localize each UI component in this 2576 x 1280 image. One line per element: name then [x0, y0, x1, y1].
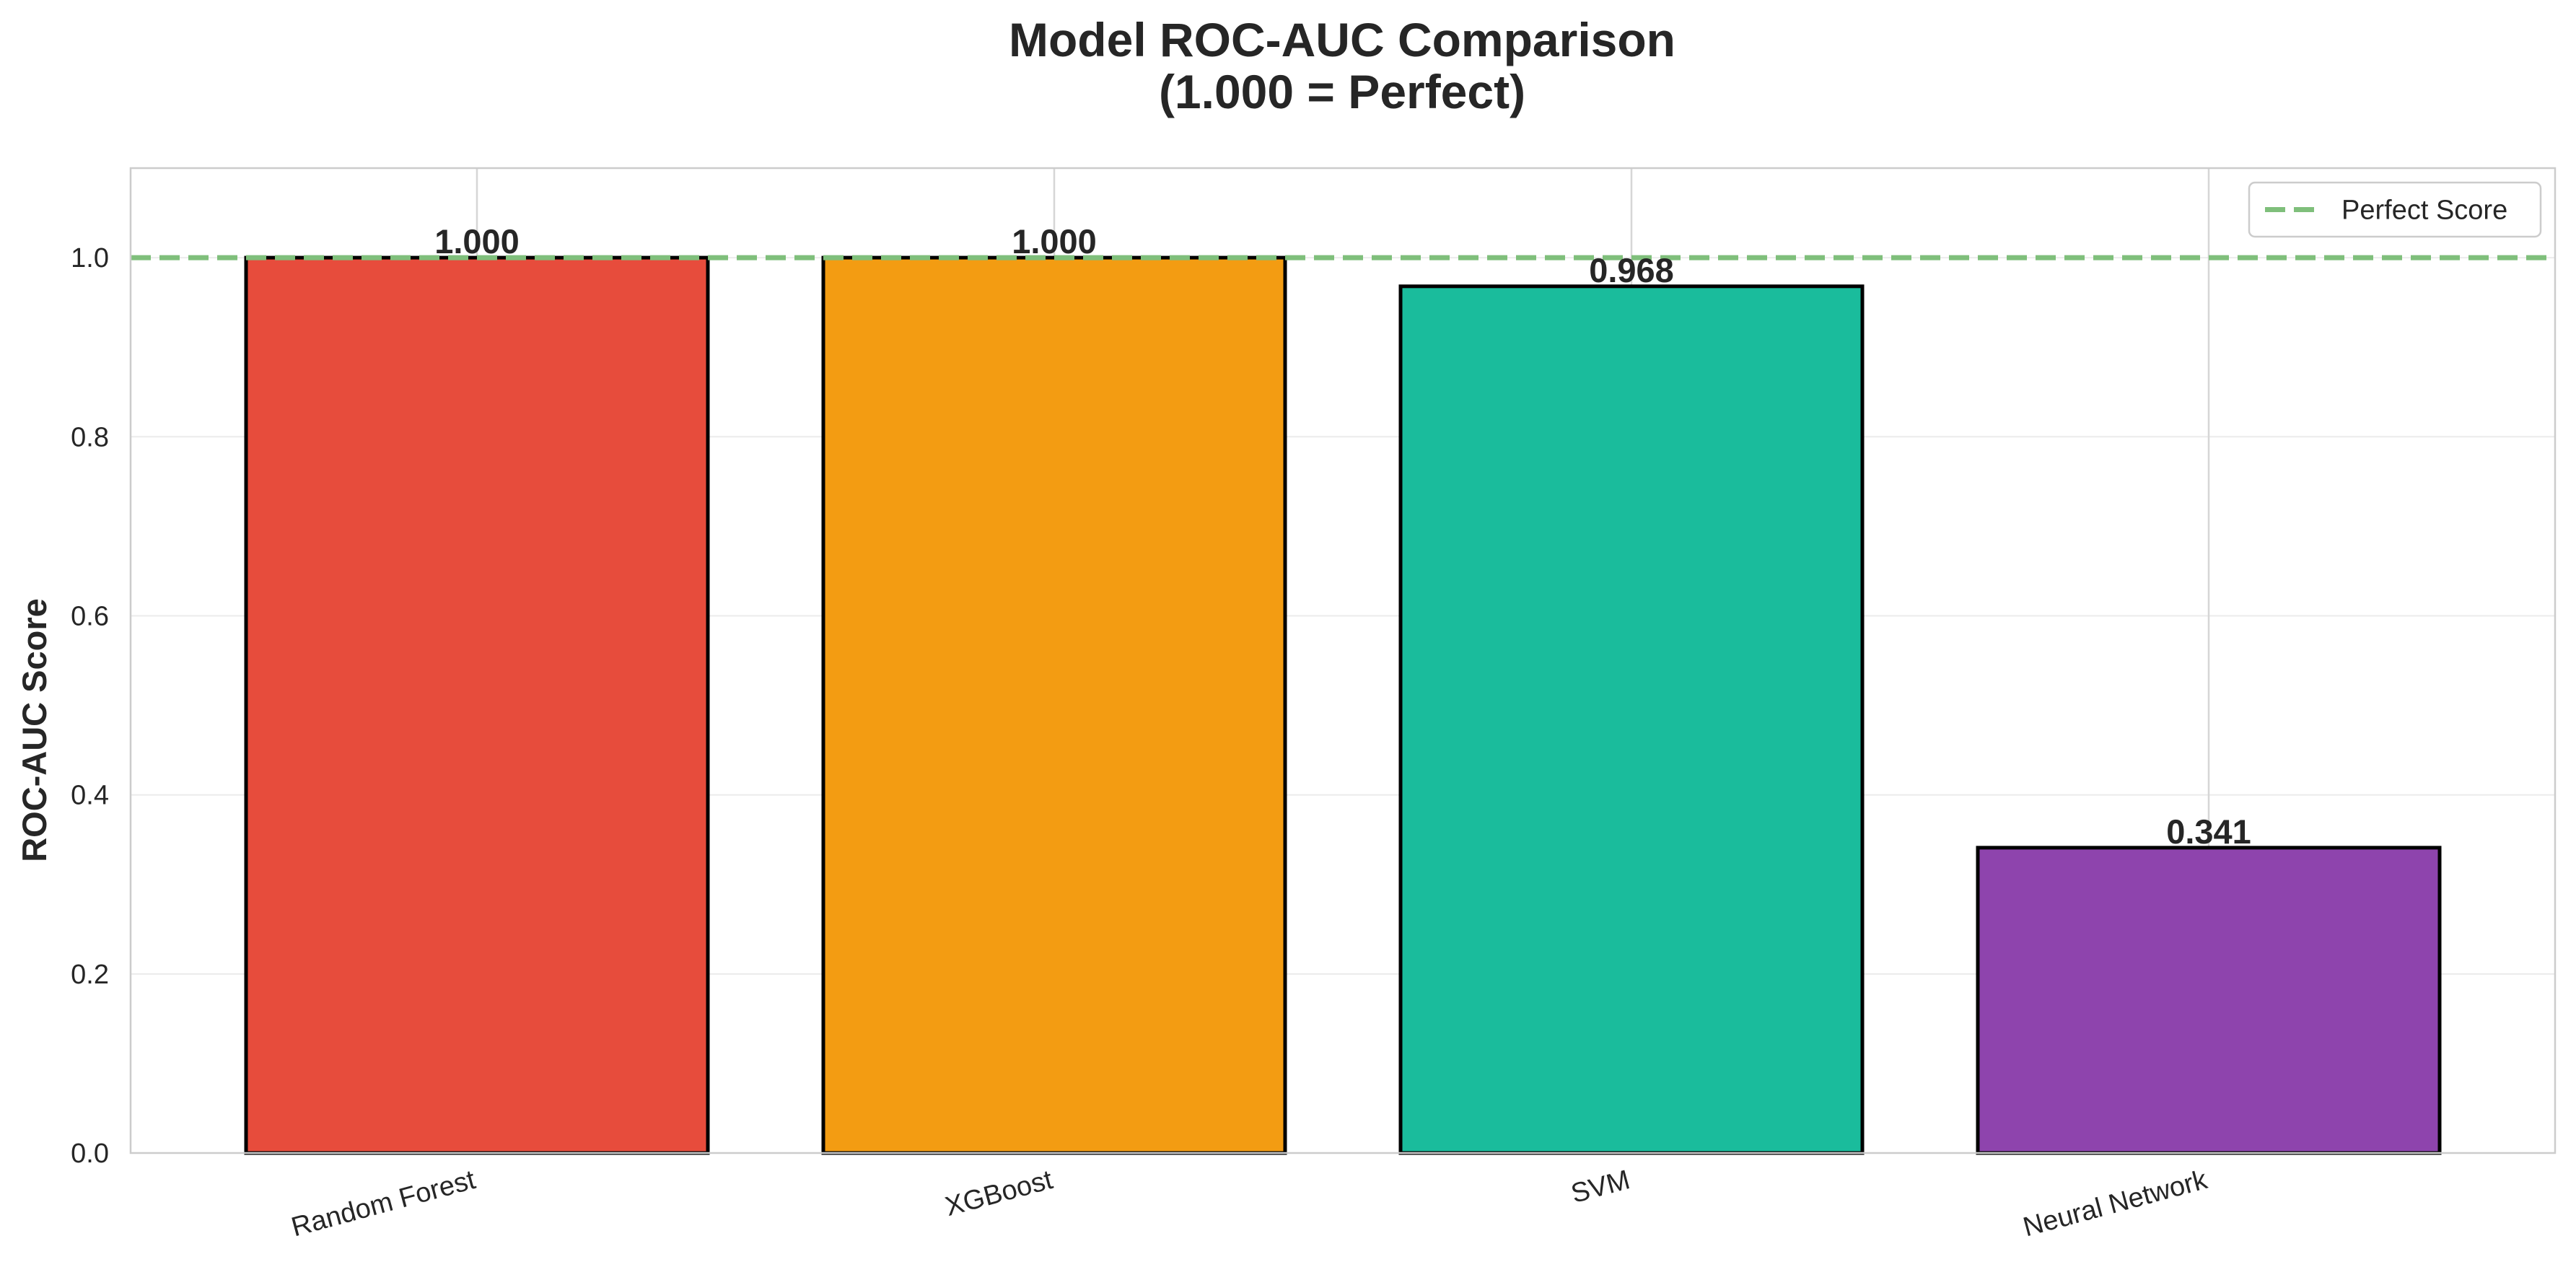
plot-frame — [129, 167, 2557, 1154]
y-tick-label: 0.8 — [71, 422, 109, 452]
y-tick-label: 0.4 — [71, 781, 109, 811]
chart-title-line-2: (1.000 = Perfect) — [1159, 65, 1525, 118]
y-tick-label: 0.2 — [71, 960, 109, 990]
x-tick-label: SVM — [1568, 1165, 1633, 1209]
y-tick-label: 1.0 — [71, 243, 109, 273]
plot-area: 1.000 1.000 0.968 0.341 0.0 0.2 0.4 0.6 0.8 1.0 Ra… — [71, 167, 2557, 1243]
bar-random-forest — [244, 255, 710, 1155]
x-tick-label: Neural Network — [2020, 1165, 2212, 1243]
x-tick-label: XGBoost — [942, 1165, 1056, 1222]
bar-value-label: 1.000 — [1012, 222, 1097, 260]
bar-svm — [1398, 284, 1865, 1155]
y-tick-label: 0.0 — [71, 1139, 109, 1169]
bar-neural-network — [1976, 846, 2442, 1155]
y-axis-label: ROC-AUC Score — [15, 598, 53, 862]
bar-xgboost — [821, 255, 1287, 1155]
bar-value-label: 1.000 — [434, 222, 520, 260]
bar-value-label: 0.341 — [2166, 812, 2251, 851]
y-tick-label: 0.6 — [71, 601, 109, 631]
chart-title-line-1: Model ROC-AUC Comparison — [1009, 13, 1675, 66]
legend-label-perfect-score: Perfect Score — [2341, 196, 2507, 226]
bar-value-label: 0.968 — [1589, 251, 1674, 289]
x-tick-label: Random Forest — [288, 1165, 478, 1242]
legend-box — [2248, 181, 2542, 238]
